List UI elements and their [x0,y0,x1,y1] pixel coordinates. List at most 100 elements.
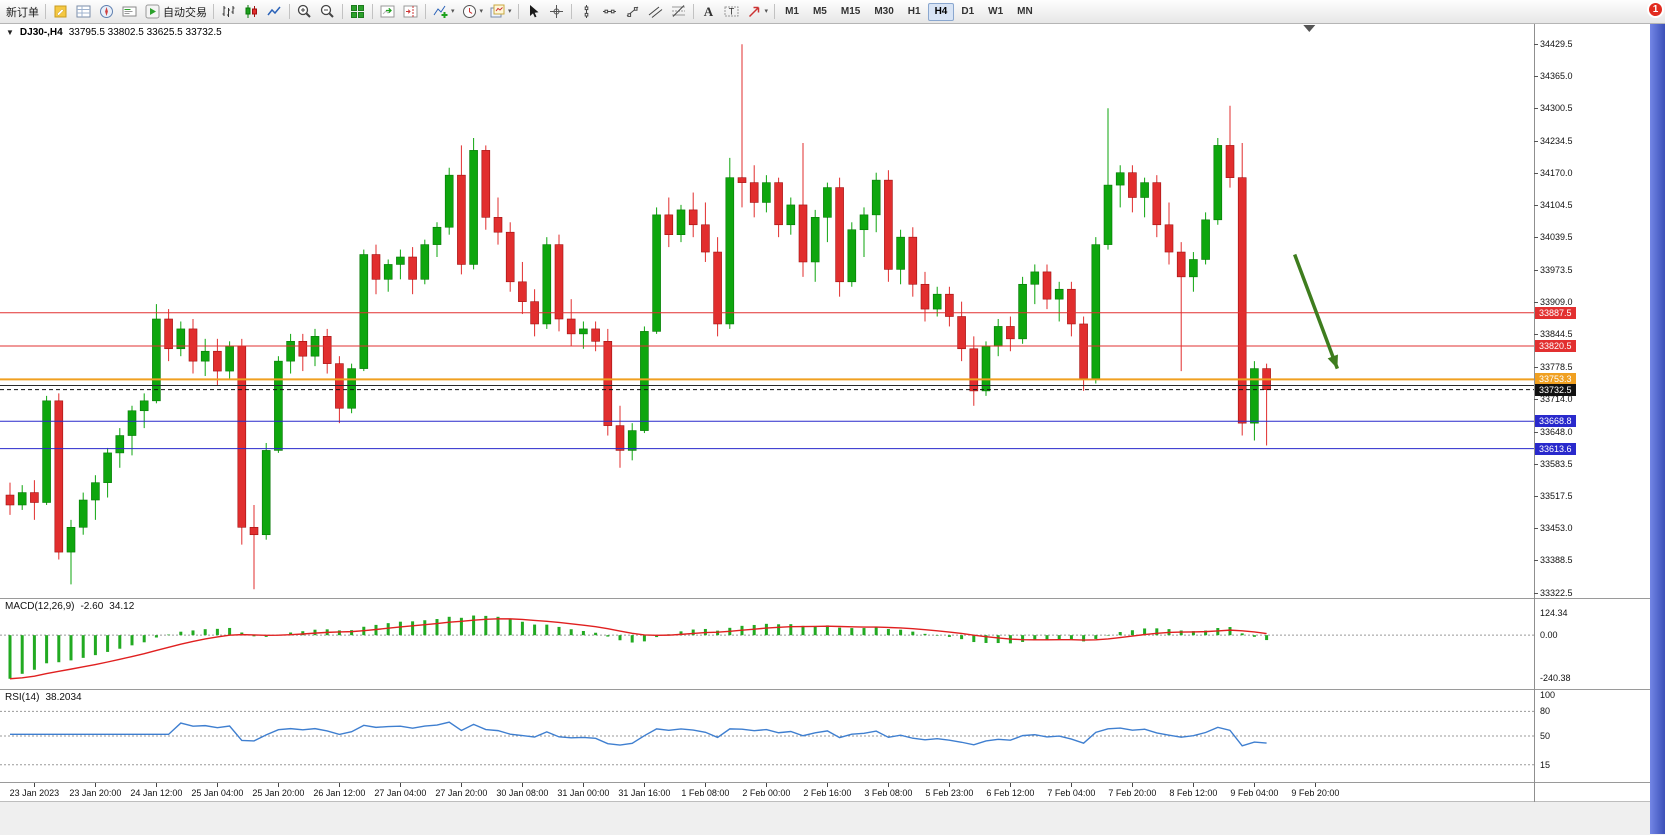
metaeditor-button[interactable] [49,1,72,22]
axis-tick [1534,593,1538,594]
time-tick [278,783,280,787]
rsi-axis-label: 80 [1540,706,1551,717]
time-tick [766,783,768,787]
time-axis-label: 7 Feb 20:00 [1108,788,1157,798]
rsi-axis-label: 50 [1540,731,1551,741]
price-axis-label: 33517.5 [1540,491,1573,502]
chart-menu-caret-icon[interactable]: ▼ [6,28,14,37]
zoom-in-button[interactable] [293,1,316,22]
line-icon [267,6,281,16]
notification-badge[interactable]: 1 [1647,1,1664,18]
horizontal-line-button[interactable] [598,1,621,22]
autotrading-button-label: 自动交易 [163,6,207,19]
templates-button[interactable]: ▾ [486,1,515,22]
market-watch-icon [76,5,91,18]
time-tick [1010,783,1012,787]
vertical-scrollbar[interactable] [1650,23,1665,834]
time-axis-label: 26 Jan 12:00 [313,788,366,798]
price-tag: 33820.5 [1535,340,1576,353]
chart-shift-icon [403,5,418,18]
timeframe-m15-button[interactable]: M15 [840,5,861,17]
time-axis-label: 7 Feb 04:00 [1047,788,1096,798]
candles-icon [245,5,257,18]
macd-panel[interactable] [0,599,1534,689]
toolbar-separator [372,4,373,19]
time-tick [95,783,97,787]
axis-tick [1534,463,1538,465]
macd-axis-label: -240.38 [1540,672,1571,683]
hline-icon [602,9,616,14]
fibonacci-button[interactable] [667,1,690,22]
axis-tick [1534,528,1538,530]
autotrading-button[interactable]: 自动交易 [141,1,210,22]
toolbar-separator [213,4,214,19]
periods-button[interactable]: ▾ [458,1,487,22]
vline-icon [584,5,588,18]
new-order-button[interactable]: 新订单 [3,1,42,22]
time-tick [644,783,646,787]
channel-button[interactable] [644,1,667,22]
vertical-line-button[interactable] [575,1,598,22]
rsi-axis-label: 100 [1540,690,1556,700]
chart-shift-button[interactable] [399,1,422,22]
clock-icon [462,5,476,18]
time-axis-label: 6 Feb 12:00 [986,788,1035,798]
timeframe-m5-button[interactable]: M5 [812,5,827,17]
time-axis[interactable]: 23 Jan 2023 23 Jan 20:00 24 Jan 12:00 25 Ja… [0,783,1650,801]
time-axis-label: 5 Feb 23:00 [925,788,974,798]
time-axis-label: 3 Feb 08:00 [864,788,913,798]
axis-tick [1534,172,1538,174]
arrows-button[interactable]: ▾ [743,1,772,22]
panel-separator[interactable] [0,598,1650,599]
price-axis-label: 34170.0 [1540,167,1573,178]
chevron-down-icon: ▾ [764,8,769,15]
terminal-icon [122,6,137,17]
timeframe-w1-button[interactable]: W1 [988,5,1004,17]
axis-tick [1534,107,1538,109]
axis-tick [1534,140,1538,142]
text-button[interactable]: A [697,1,720,22]
indicators-button[interactable]: ▾ [429,1,458,22]
bar-chart-button[interactable] [217,1,240,22]
timeframe-m1-button[interactable]: M1 [785,5,799,17]
cursor-button[interactable] [522,1,545,22]
timeframe-h1-button[interactable]: H1 [907,5,921,17]
rsi-panel[interactable] [0,690,1534,782]
macd-name: MACD(12,26,9) [5,601,75,612]
zoom-out-button[interactable] [316,1,339,22]
trendline-button[interactable] [621,1,644,22]
label-button[interactable]: T [720,1,743,22]
terminal-button[interactable] [118,1,141,22]
candlestick-chart-button[interactable] [240,1,263,22]
timeframe-h4-button[interactable]: H4 [927,2,955,21]
auto-scroll-button[interactable] [376,1,399,22]
navigator-button[interactable] [95,1,118,22]
toolbar-separator [289,4,290,19]
price-axis-label: 33909.0 [1540,297,1573,308]
zoom-in-icon [297,4,311,18]
timeframe-mn-button[interactable]: MN [1017,5,1033,17]
market-watch-button[interactable] [72,1,95,22]
label-icon: T [724,6,739,17]
price-axis-label: 33973.5 [1540,265,1573,276]
price-axis-label: 34365.0 [1540,70,1573,81]
timeframe-m30-button[interactable]: M30 [874,5,894,17]
main-chart-panel[interactable] [0,23,1534,598]
cursor-icon [529,5,539,18]
text-icon: A [703,4,713,19]
time-tick [156,783,158,787]
axis-tick [1534,75,1538,77]
chart-title: ▼ DJ30-,H4 33795.5 33802.5 33625.5 33732… [6,27,222,38]
tile-windows-button[interactable] [346,1,369,22]
crosshair-button[interactable] [545,1,568,22]
timeframe-d1-button[interactable]: D1 [961,5,975,17]
panel-separator[interactable] [0,689,1650,690]
price-axis[interactable]: 34429.5 34365.0 34300.5 34234.5 34170.0 34104… [1534,23,1650,802]
chart-ohlc-values: 33795.5 33802.5 33625.5 33732.5 [68,27,222,38]
price-axis-label: 33648.0 [1540,426,1573,437]
time-tick [949,783,951,787]
toolbar: 新订单 自动交易 ▾ ▾ ▾ A T ▾ M1 M5 M15 M30 H1 H4 D1 W1 MN [0,0,1665,24]
svg-text:A: A [703,4,713,19]
line-chart-button[interactable] [263,1,286,22]
rsi-line [10,721,1267,747]
